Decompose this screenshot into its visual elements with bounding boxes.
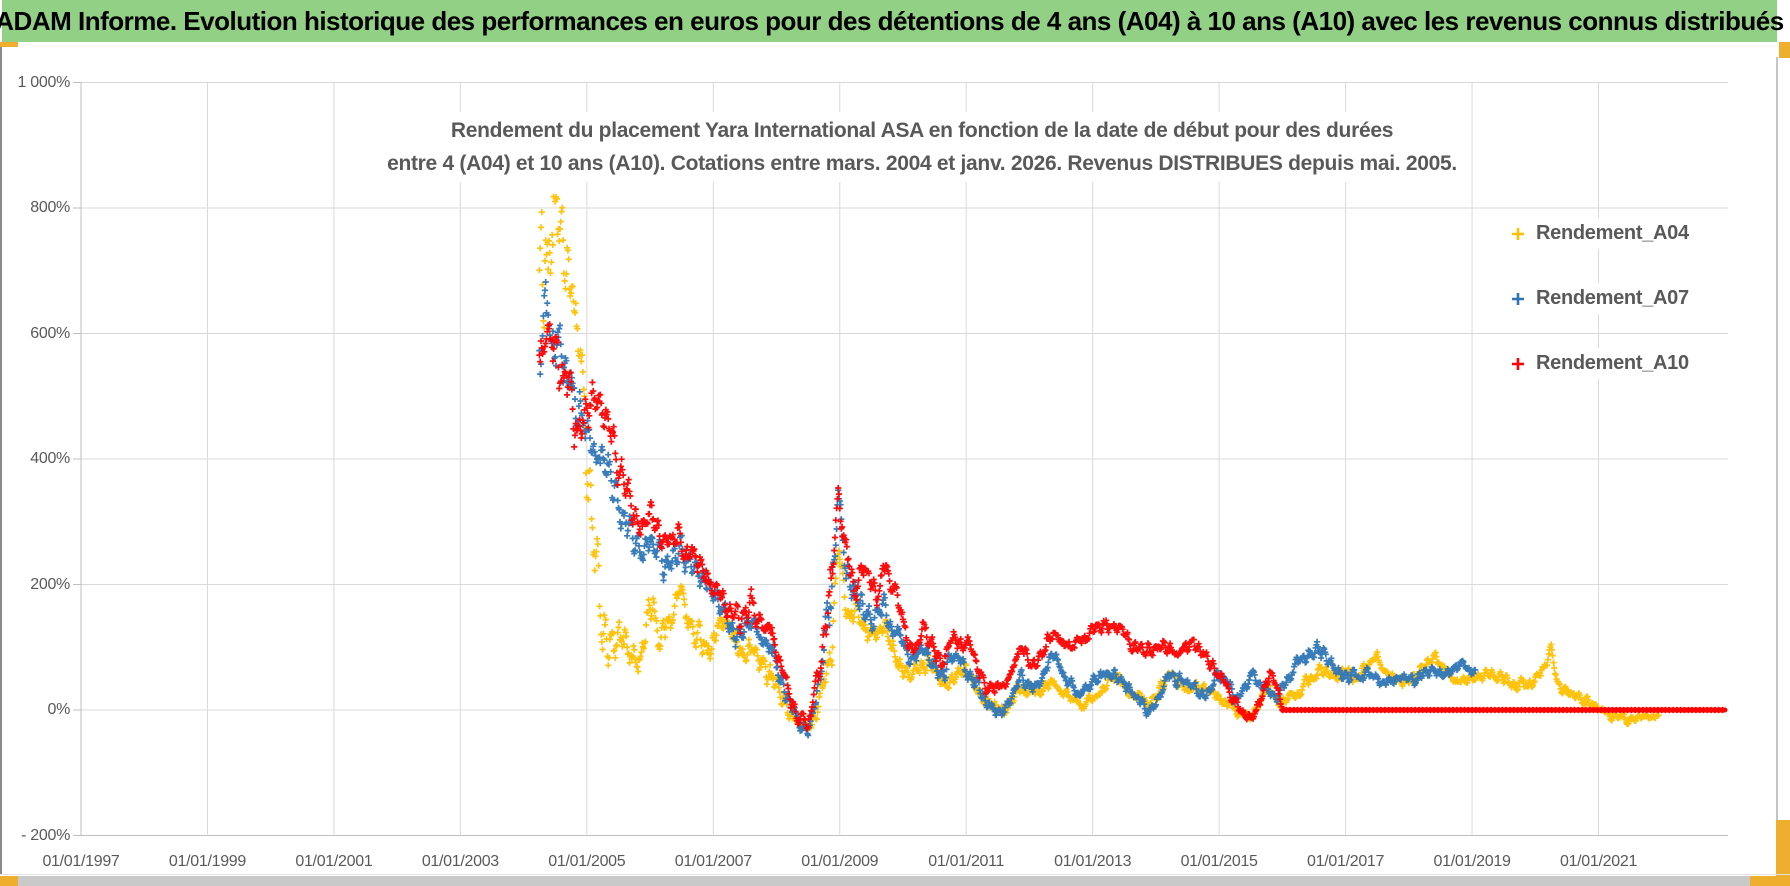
y-axis-label: 0% [47, 701, 70, 718]
plus-marker-icon [1512, 357, 1524, 370]
series-Rendement_A07[interactable] [536, 278, 1479, 739]
series-Rendement_A04[interactable] [536, 175, 1662, 732]
x-axis-label: 01/01/2021 [1559, 852, 1638, 870]
accent-dash-bottom-left [0, 876, 18, 886]
x-axis-label: 01/01/1997 [42, 852, 120, 870]
legend-item-rendement-a04[interactable]: Rendement_A04 [1504, 218, 1754, 249]
x-axis-label: 01/01/2011 [928, 852, 1005, 870]
chart-title-line-1: Rendement du placement Yara Internationa… [450, 119, 1394, 142]
y-axis-label: - 200% [21, 826, 70, 844]
accent-corner-bottom-right [1750, 876, 1790, 886]
bottom-divider [0, 874, 1790, 875]
x-axis-label: 01/01/2019 [1433, 852, 1511, 870]
series-Rendement_A10-flat-markers [1279, 706, 1726, 714]
plus-marker-icon [1512, 292, 1524, 305]
legend-label: Rendement_A04 [1536, 222, 1689, 244]
legend-label: Rendement_A10 [1536, 352, 1689, 374]
accent-dash-top-left [0, 42, 18, 47]
chart-title-line-2: entre 4 (A04) et 10 ans (A10). Cotations… [387, 152, 1457, 175]
y-axis-label: 800% [30, 199, 70, 216]
y-axis-label: 600% [30, 324, 70, 342]
chart-title: Rendement du placement Yara Internationa… [375, 112, 1469, 182]
x-axis-label: 01/01/2003 [421, 852, 499, 870]
y-axis-label: 400% [30, 450, 70, 467]
x-axis-label: 01/01/2001 [295, 852, 373, 870]
accent-right-strip [1776, 820, 1790, 886]
legend-item-rendement-a10[interactable]: Rendement_A10 [1504, 348, 1754, 379]
x-axis-label: 01/01/2009 [801, 852, 879, 870]
accent-corner-top-right [1779, 42, 1790, 58]
header-title: ADAM Informe. Evolution historique des p… [0, 5, 1784, 36]
y-axis-label: 200% [30, 575, 70, 593]
legend: Rendement_A04 Rendement_A07 Rendement_A1… [1504, 218, 1754, 413]
x-axis-label: 01/01/2017 [1307, 852, 1385, 870]
left-border [0, 47, 2, 875]
series-Rendement_A10[interactable] [536, 321, 1286, 732]
right-border [1776, 57, 1778, 820]
scatter-plot[interactable] [2, 50, 1776, 874]
x-axis-label: 01/01/2007 [674, 852, 752, 870]
x-axis-label: 01/01/1999 [168, 852, 246, 870]
plus-marker-icon [1512, 227, 1524, 240]
x-axis-label: 01/01/2013 [1054, 852, 1132, 870]
legend-label: Rendement_A07 [1536, 287, 1689, 309]
chart-area[interactable]: Rendement du placement Yara Internationa… [2, 50, 1776, 874]
x-axis-label: 01/01/2005 [548, 852, 626, 870]
legend-item-rendement-a07[interactable]: Rendement_A07 [1504, 283, 1754, 314]
header-banner: ADAM Informe. Evolution historique des p… [0, 0, 1784, 42]
y-axis-label: 1 000% [17, 73, 71, 91]
x-axis-label: 01/01/2015 [1180, 852, 1258, 870]
bottom-strip [18, 876, 1755, 886]
